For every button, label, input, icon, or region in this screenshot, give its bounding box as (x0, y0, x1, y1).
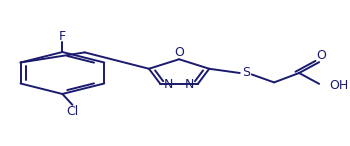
Text: OH: OH (329, 79, 348, 92)
Text: O: O (316, 49, 326, 62)
Text: N: N (164, 78, 174, 91)
Text: S: S (242, 66, 250, 80)
Text: N: N (185, 78, 194, 91)
Text: Cl: Cl (66, 105, 78, 118)
Text: O: O (174, 46, 184, 59)
Text: F: F (59, 30, 66, 43)
